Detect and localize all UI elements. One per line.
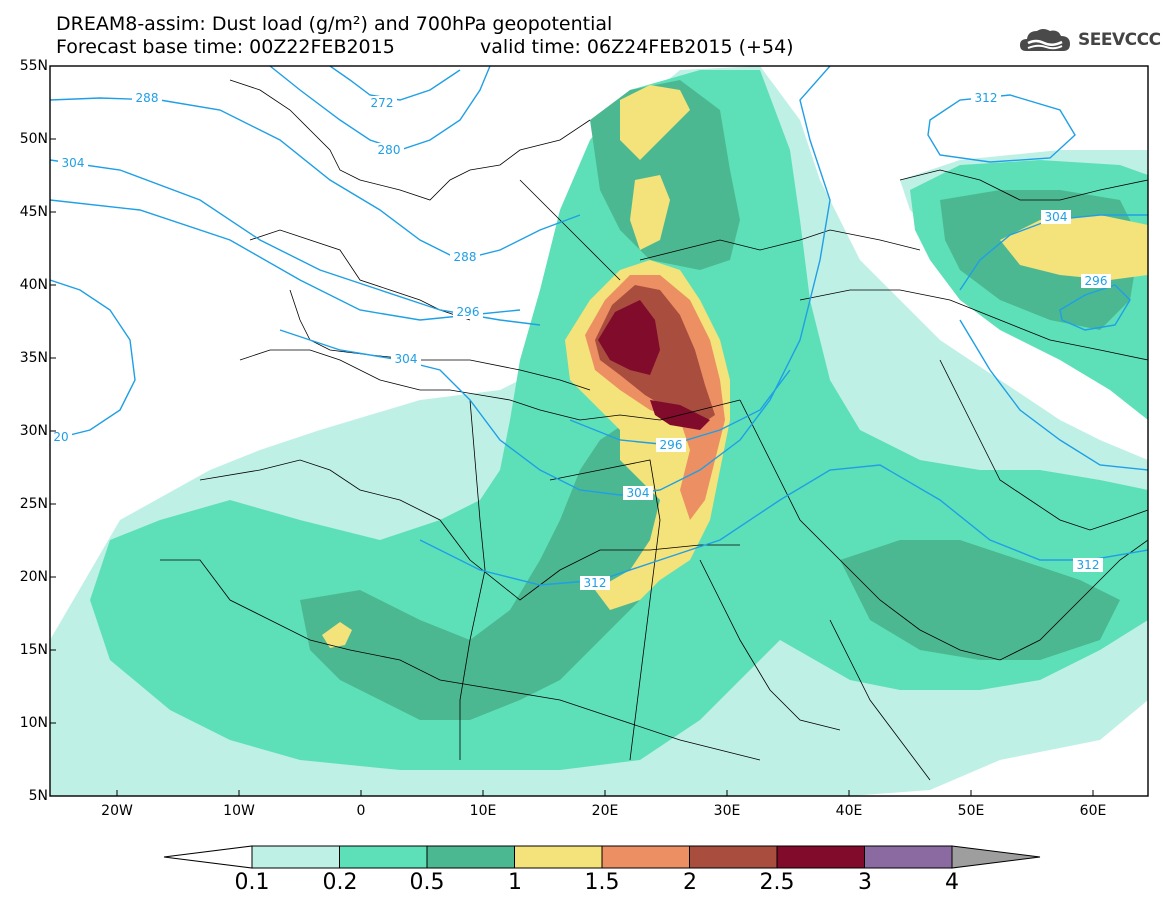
lat-label: 20N — [19, 569, 48, 585]
contour-label: 304 — [62, 156, 85, 170]
contour-label: 304 — [395, 352, 418, 366]
colorbar-label: 1 — [508, 870, 522, 895]
forecast-base-time: Forecast base time: 00Z22FEB2015 — [56, 36, 395, 58]
tick-marks — [50, 65, 1094, 796]
colorbar-label: 3 — [858, 870, 872, 895]
lat-label: 55N — [19, 58, 48, 74]
lat-label: 25N — [19, 496, 48, 512]
dust-maroon-main — [598, 300, 660, 375]
contour-304-north — [50, 159, 541, 326]
lat-label: 35N — [19, 350, 48, 366]
contour-304-east — [959, 214, 1148, 291]
contour-296-east — [1059, 284, 1131, 331]
contour-label: 296 — [660, 438, 683, 452]
contour-label: 288 — [136, 91, 159, 105]
lon-label: 30E — [713, 803, 741, 819]
lat-label: 50N — [19, 131, 48, 147]
contour-288 — [50, 97, 581, 261]
cloud-icon — [1020, 29, 1070, 51]
contour-312 — [419, 464, 1148, 586]
logo-text: SEEVCCC — [1078, 30, 1161, 50]
seevccc-logo: SEEVCCC — [1018, 25, 1161, 55]
contour-296-south — [569, 369, 791, 446]
lon-label: 20E — [591, 803, 619, 819]
lat-label: 15N — [19, 642, 48, 658]
contour-label: 312 — [975, 91, 998, 105]
lat-label: 40N — [19, 277, 48, 293]
lon-label: 10W — [223, 803, 255, 819]
lon-label: 40E — [835, 803, 863, 819]
lon-label: 20W — [101, 803, 133, 819]
lon-label: 0 — [356, 803, 366, 819]
contour-label: 312 — [1077, 558, 1100, 572]
contour-label: 296 — [1085, 274, 1108, 288]
lat-label: 30N — [19, 423, 48, 439]
colorbar-label: 0.5 — [409, 870, 445, 895]
dust-dark-saharan — [300, 420, 690, 720]
contour-304 — [279, 66, 831, 496]
dust-yellow-caspian — [1000, 215, 1148, 280]
contour-296 — [50, 199, 521, 321]
colorbar-label: 2 — [683, 870, 697, 895]
contour-312-east — [959, 319, 1148, 471]
dust-yellow-balkan — [630, 175, 670, 250]
dust-yellow-north — [620, 85, 690, 160]
contour-labels: 288 272 280 304 288 296 304 312 304 296 … — [50, 91, 1111, 590]
colorbar-label: 0.2 — [322, 870, 358, 895]
contour-272 — [329, 66, 461, 101]
lat-label: 10N — [19, 715, 48, 731]
contour-label: 20 — [53, 430, 68, 444]
contour-label: 312 — [584, 576, 607, 590]
lon-label: 60E — [1079, 803, 1107, 819]
map-title: DREAM8-assim: Dust load (g/m²) and 700hP… — [56, 13, 613, 35]
lat-label: 5N — [28, 788, 48, 804]
colorbar-label: 0.1 — [234, 870, 270, 895]
colorbar-label: 1.5 — [584, 870, 620, 895]
contour-label: 304 — [627, 486, 650, 500]
lon-label: 10E — [469, 803, 497, 819]
contour-label: 272 — [371, 96, 394, 110]
contour-20 — [50, 279, 136, 441]
valid-time: valid time: 06Z24FEB2015 (+54) — [480, 36, 794, 58]
dust-yellow-sahel — [322, 622, 352, 648]
contour-label: 304 — [1045, 210, 1068, 224]
lat-label: 45N — [19, 204, 48, 220]
colorbar-label: 2.5 — [759, 870, 795, 895]
contour-label: 296 — [457, 305, 480, 319]
contour-label: 288 — [454, 250, 477, 264]
contour-label: 280 — [378, 143, 401, 157]
colorbar-label: 4 — [945, 870, 959, 895]
lon-label: 50E — [957, 803, 985, 819]
country-borders — [160, 79, 1148, 781]
